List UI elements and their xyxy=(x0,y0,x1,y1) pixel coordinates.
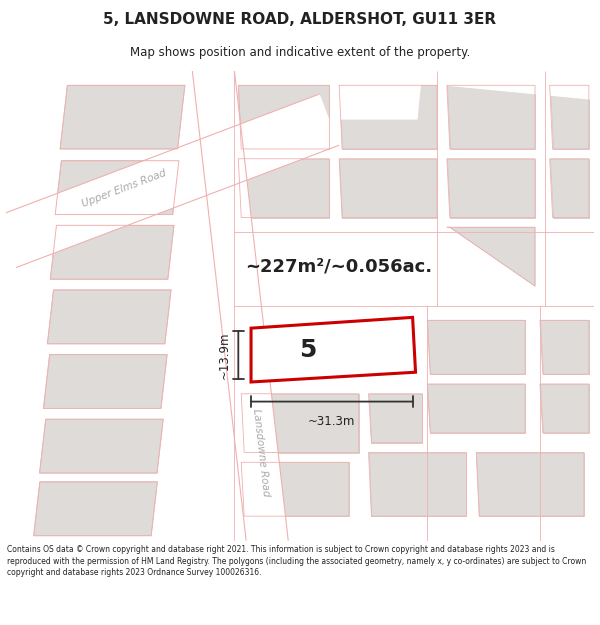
Polygon shape xyxy=(447,159,535,218)
Text: Upper Elms Road: Upper Elms Road xyxy=(80,168,167,209)
Text: ~31.3m: ~31.3m xyxy=(308,415,356,428)
Polygon shape xyxy=(192,71,288,541)
Polygon shape xyxy=(540,320,589,374)
Polygon shape xyxy=(50,226,174,279)
Polygon shape xyxy=(34,482,157,536)
Polygon shape xyxy=(427,320,525,374)
Polygon shape xyxy=(339,159,437,218)
Text: ~13.9m: ~13.9m xyxy=(217,331,230,379)
Text: Contains OS data © Crown copyright and database right 2021. This information is : Contains OS data © Crown copyright and d… xyxy=(7,545,586,578)
Text: 5: 5 xyxy=(299,338,317,362)
Polygon shape xyxy=(238,159,329,218)
Polygon shape xyxy=(60,85,185,149)
Polygon shape xyxy=(241,462,349,516)
Polygon shape xyxy=(47,290,171,344)
Polygon shape xyxy=(368,452,466,516)
Polygon shape xyxy=(329,71,422,119)
Text: 5, LANSDOWNE ROAD, ALDERSHOT, GU11 3ER: 5, LANSDOWNE ROAD, ALDERSHOT, GU11 3ER xyxy=(103,12,497,28)
Polygon shape xyxy=(238,85,329,149)
Polygon shape xyxy=(550,85,589,149)
Text: ~227m²/~0.056ac.: ~227m²/~0.056ac. xyxy=(245,258,433,276)
Text: Lansdowne Road: Lansdowne Road xyxy=(251,408,271,497)
Polygon shape xyxy=(241,394,359,452)
Polygon shape xyxy=(40,419,163,473)
Polygon shape xyxy=(55,161,179,214)
Polygon shape xyxy=(43,354,167,409)
Polygon shape xyxy=(447,228,535,286)
Polygon shape xyxy=(0,94,339,268)
Polygon shape xyxy=(540,384,589,433)
Polygon shape xyxy=(447,85,535,149)
Polygon shape xyxy=(251,318,416,382)
Polygon shape xyxy=(368,394,422,442)
Polygon shape xyxy=(476,452,584,516)
Polygon shape xyxy=(427,71,594,100)
Polygon shape xyxy=(427,384,525,433)
Text: Map shows position and indicative extent of the property.: Map shows position and indicative extent… xyxy=(130,46,470,59)
Polygon shape xyxy=(339,85,437,149)
Polygon shape xyxy=(550,159,589,218)
